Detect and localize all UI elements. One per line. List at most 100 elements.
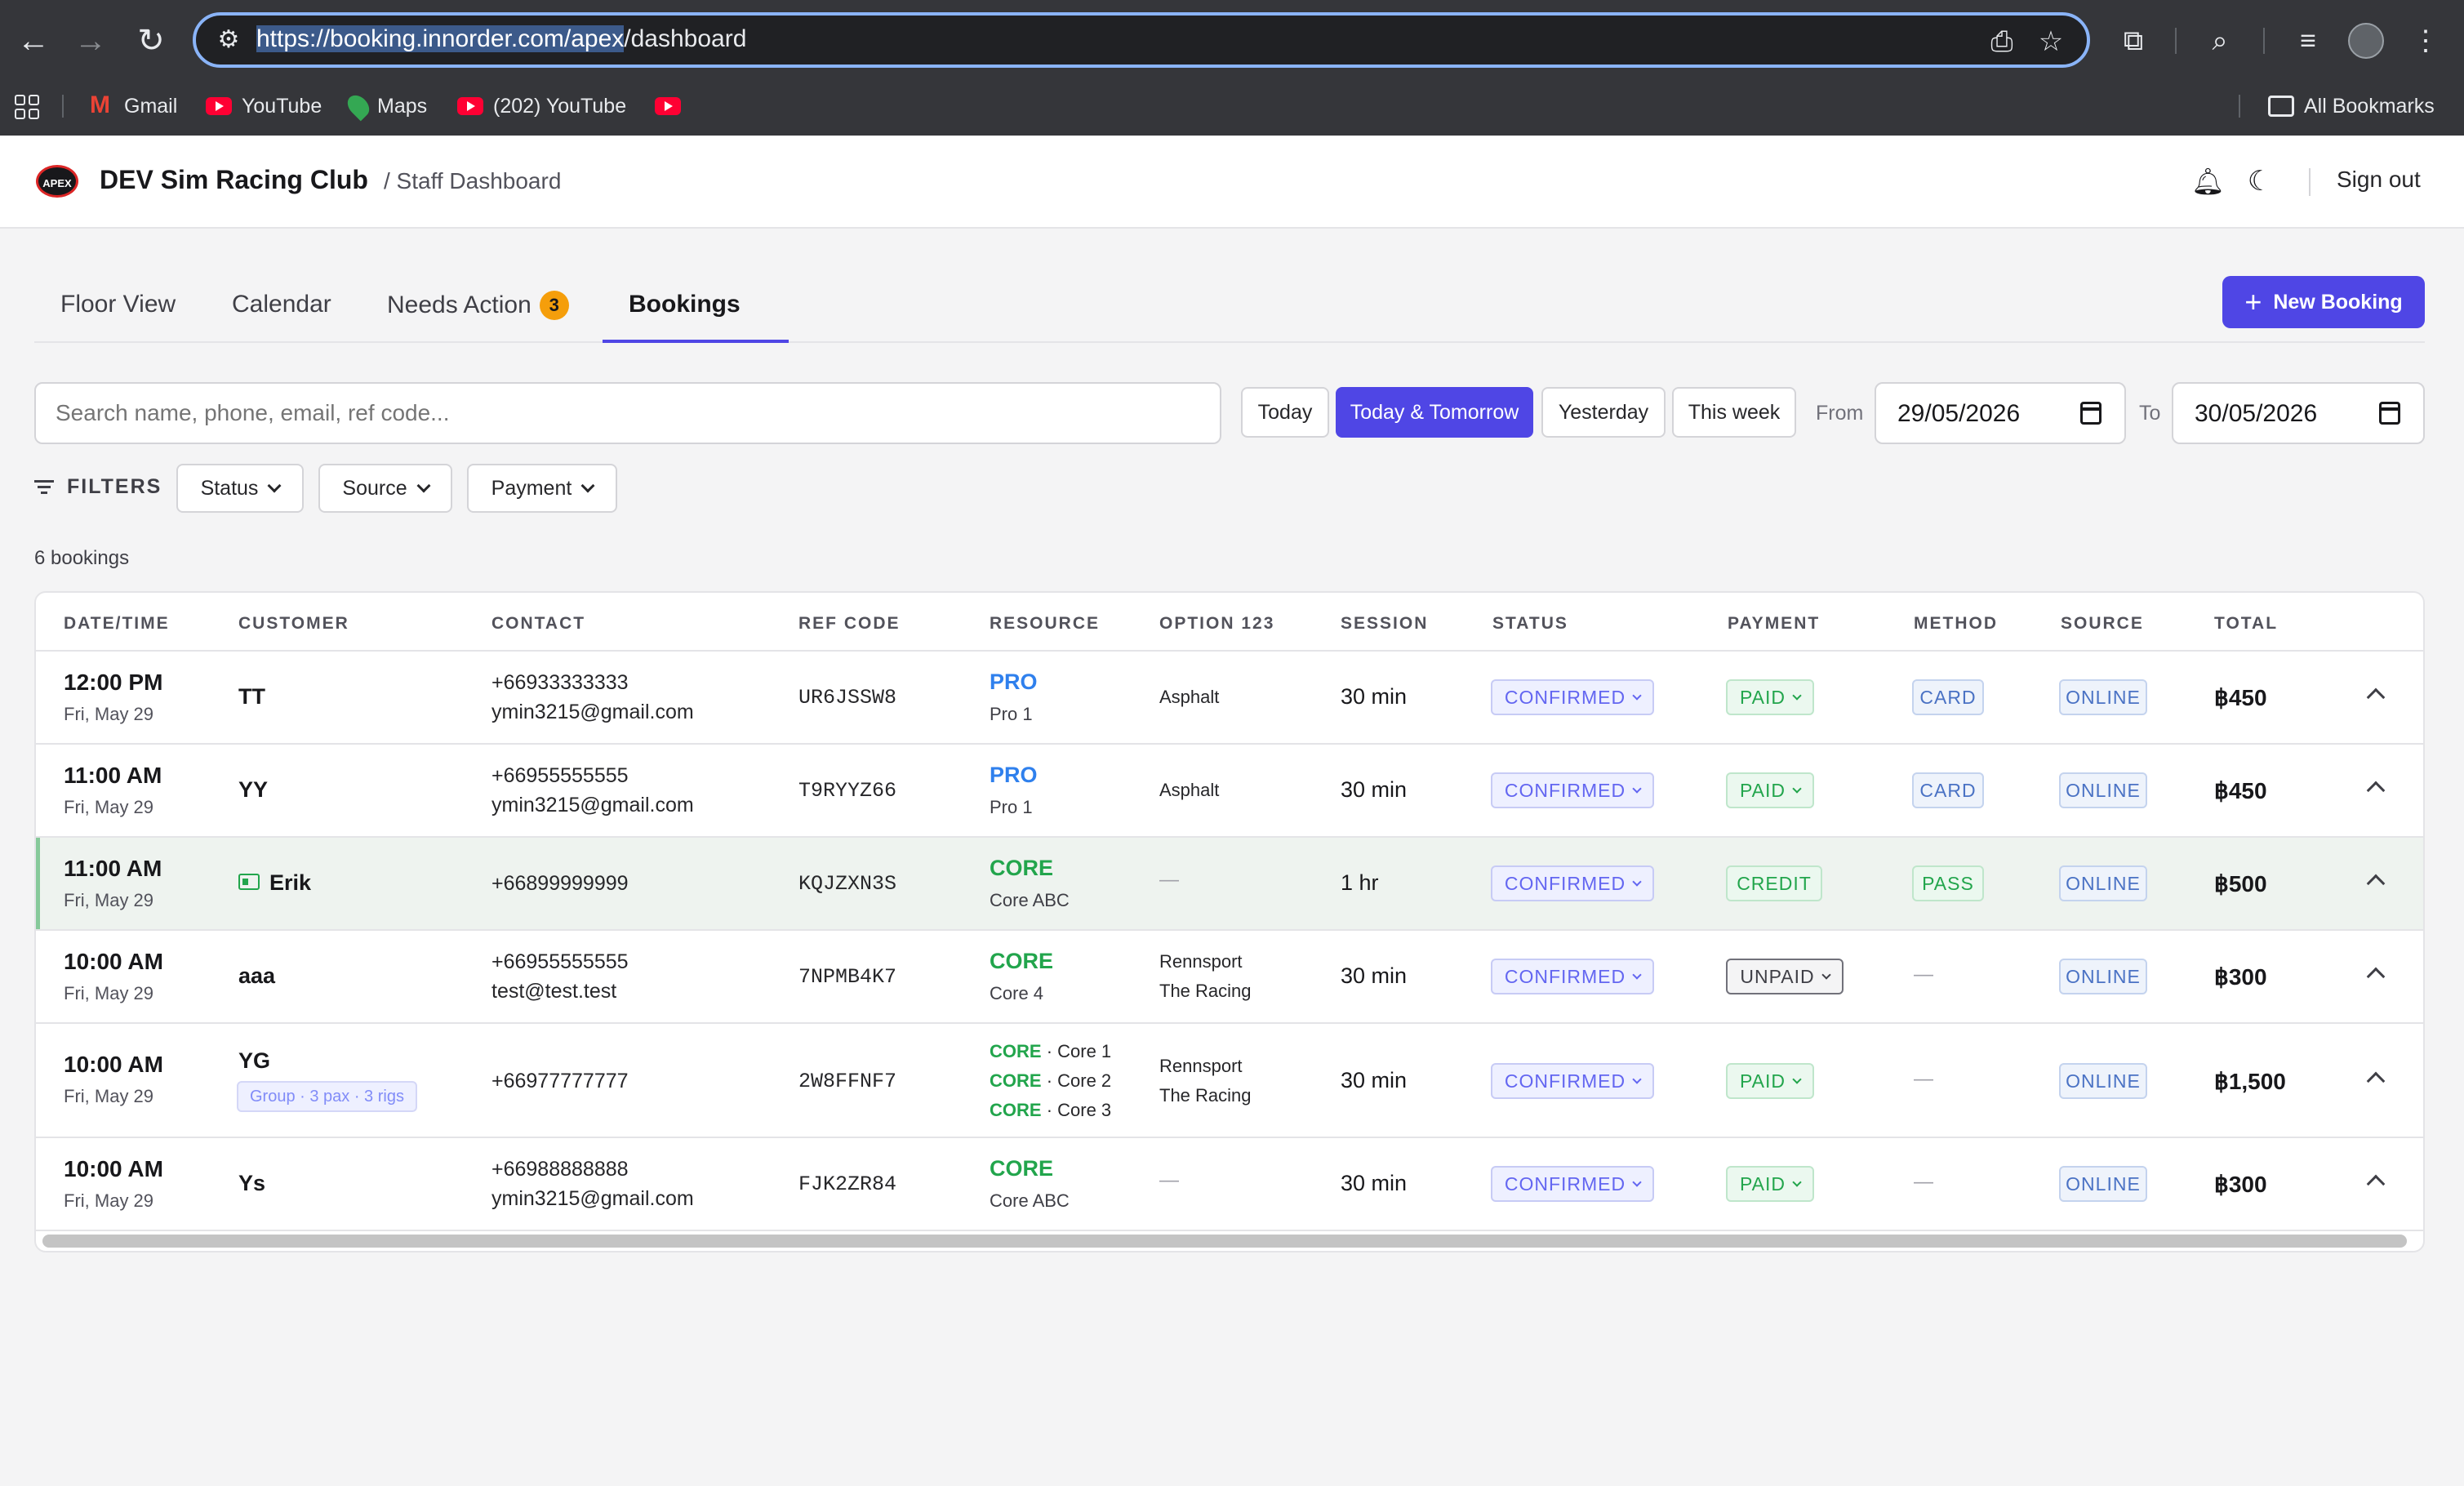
resource-name: Pro 1 <box>990 797 1033 817</box>
from-date-input[interactable]: 29/05/2026 <box>1875 382 2126 444</box>
status-dropdown[interactable]: CONFIRMED <box>1491 959 1654 994</box>
col-header-total[interactable]: TOTAL <box>2214 614 2279 633</box>
plus-icon: + <box>2244 285 2262 318</box>
browser-menu-icon[interactable]: ⋮ <box>2412 25 2440 56</box>
media-controls-icon[interactable]: ≡ <box>2300 25 2316 56</box>
contact-info: +66955555555 ymin3215@gmail.com <box>491 761 694 820</box>
source-badge: ONLINE <box>2059 959 2147 994</box>
source-badge: ONLINE <box>2059 1063 2147 1099</box>
col-header-status[interactable]: STATUS <box>1492 614 1568 633</box>
customer-name[interactable]: aaa <box>238 963 276 988</box>
range-yesterday-button[interactable]: Yesterday <box>1541 387 1666 438</box>
chevron-down-icon <box>1792 691 1802 701</box>
col-header-datetime[interactable]: DATE/TIME <box>64 614 170 633</box>
contact-email: ymin3215@gmail.com <box>491 1187 694 1210</box>
tab-calendar[interactable]: Calendar <box>232 291 331 318</box>
table-row[interactable]: 10:00 AM Fri, May 29 aaa +66955555555 tes… <box>36 931 2423 1024</box>
source-filter-dropdown[interactable]: Source <box>318 464 452 513</box>
customer-name[interactable]: TT <box>238 684 265 709</box>
address-bar[interactable]: ⚙ https://booking.innorder.com/apex/dash… <box>193 12 2090 68</box>
payment-dropdown[interactable]: PAID <box>1726 772 1814 808</box>
bookmark-youtube[interactable]: YouTube <box>206 90 322 122</box>
calendar-icon[interactable] <box>2379 402 2400 425</box>
col-header-payment[interactable]: PAYMENT <box>1728 614 1821 633</box>
sign-out-button[interactable]: Sign out <box>2337 167 2421 192</box>
table-row[interactable]: 11:00 AM Fri, May 29 YY +66955555555 ymin… <box>36 745 2423 838</box>
club-logo[interactable]: APEX <box>36 165 78 198</box>
resource-type: PRO <box>990 670 1038 694</box>
tab-floor-view[interactable]: Floor View <box>60 291 176 318</box>
chevron-up-icon[interactable] <box>2366 967 2386 986</box>
horizontal-scrollbar[interactable] <box>42 1235 2407 1248</box>
contact-phone: +66977777777 <box>491 1070 629 1092</box>
bookmark-star-icon[interactable]: ☆ <box>2038 26 2064 57</box>
apps-grid-icon[interactable] <box>15 95 39 119</box>
bell-icon[interactable]: 🔔︎ <box>2191 167 2225 196</box>
url-text[interactable]: https://booking.innorder.com/apex/dashbo… <box>256 25 747 52</box>
customer-name[interactable]: YY <box>238 777 269 802</box>
status-dropdown[interactable]: CONFIRMED <box>1491 772 1654 808</box>
customer-cell[interactable]: Erik <box>238 870 311 896</box>
extensions-icon[interactable]: ⧉ <box>2123 25 2144 56</box>
tab-needs-action[interactable]: Needs Action 3 <box>387 274 569 343</box>
reload-icon[interactable]: ↻ <box>137 23 165 59</box>
site-settings-icon[interactable]: ⚙ <box>217 26 240 53</box>
tab-bookings[interactable]: Bookings <box>629 291 741 318</box>
payment-filter-dropdown[interactable]: Payment <box>467 464 617 513</box>
chevron-up-icon[interactable] <box>2366 1071 2386 1091</box>
table-row[interactable]: 12:00 PM Fri, May 29 TT +66933333333 ymin… <box>36 652 2423 745</box>
col-header-customer[interactable]: CUSTOMER <box>238 614 349 633</box>
payment-dropdown[interactable]: PAID <box>1726 1166 1814 1202</box>
calendar-icon[interactable] <box>2080 402 2102 425</box>
forward-arrow-icon[interactable]: → <box>74 23 107 59</box>
status-dropdown[interactable]: CONFIRMED <box>1491 679 1654 715</box>
col-header-session[interactable]: SESSION <box>1341 614 1429 633</box>
bookmark-maps[interactable]: Maps <box>343 90 427 122</box>
col-header-method[interactable]: METHOD <box>1914 614 1998 633</box>
range-today-button[interactable]: Today <box>1241 387 1329 438</box>
install-app-icon[interactable]: ⎙ <box>1990 26 2013 57</box>
status-dropdown[interactable]: CONFIRMED <box>1491 865 1654 901</box>
col-header-ref-code[interactable]: REF CODE <box>798 614 901 633</box>
payment-dropdown[interactable]: PAID <box>1726 679 1814 715</box>
customer-name[interactable]: YG <box>238 1048 271 1073</box>
chevron-up-icon[interactable] <box>2366 781 2386 800</box>
bookmark-youtube-202[interactable]: (202) YouTube <box>457 90 626 122</box>
tab-search-icon[interactable]: ⌕ <box>2212 25 2228 56</box>
resource-type: PRO <box>990 763 1038 787</box>
status-filter-dropdown[interactable]: Status <box>176 464 304 513</box>
payment-dropdown[interactable]: PAID <box>1726 1063 1814 1099</box>
col-header-resource[interactable]: RESOURCE <box>990 614 1101 633</box>
chevron-up-icon[interactable] <box>2366 687 2386 707</box>
chevron-up-icon[interactable] <box>2366 874 2386 893</box>
bookmark-youtube-untitled[interactable] <box>655 90 681 122</box>
customer-name[interactable]: Ys <box>238 1171 266 1195</box>
back-arrow-icon[interactable]: ← <box>17 23 50 59</box>
to-date-input[interactable]: 30/05/2026 <box>2172 382 2425 444</box>
new-booking-button[interactable]: + New Booking <box>2222 276 2425 328</box>
table-row[interactable]: 10:00 AM Fri, May 29 Ys +66988888888 ymin… <box>36 1138 2423 1231</box>
col-header-source[interactable]: SOURCE <box>2061 614 2144 633</box>
resource-list: CORE · Core 1 CORE · Core 2 CORE · Core … <box>990 1037 1111 1125</box>
range-today-tomorrow-button[interactable]: Today & Tomorrow <box>1336 387 1533 438</box>
table-row[interactable]: 10:00 AM Fri, May 29 YG Group · 3 pax · … <box>36 1024 2423 1138</box>
range-this-week-button[interactable]: This week <box>1672 387 1796 438</box>
profile-avatar[interactable] <box>2348 23 2384 59</box>
payment-dropdown[interactable]: UNPAID <box>1726 959 1844 994</box>
booking-date: Fri, May 29 <box>64 1190 154 1211</box>
table-row[interactable]: 11:00 AM Fri, May 29 Erik +66899999999 K… <box>36 838 2423 931</box>
filters-label: FILTERS <box>34 475 162 499</box>
all-bookmarks-button[interactable]: All Bookmarks <box>2268 90 2435 122</box>
col-header-contact[interactable]: CONTACT <box>491 614 586 633</box>
col-header-option[interactable]: OPTION 123 <box>1159 614 1275 633</box>
youtube-icon <box>655 97 681 115</box>
search-input[interactable] <box>34 382 1221 444</box>
status-dropdown[interactable]: CONFIRMED <box>1491 1063 1654 1099</box>
chevron-down-icon <box>1632 1177 1642 1187</box>
bookmark-gmail[interactable]: Gmail <box>90 90 177 122</box>
ref-code: KQJZXN3S <box>798 872 897 896</box>
breadcrumb: / Staff Dashboard <box>384 168 562 194</box>
moon-icon[interactable]: ☾ <box>2247 166 2273 197</box>
status-dropdown[interactable]: CONFIRMED <box>1491 1166 1654 1202</box>
chevron-up-icon[interactable] <box>2366 1174 2386 1194</box>
